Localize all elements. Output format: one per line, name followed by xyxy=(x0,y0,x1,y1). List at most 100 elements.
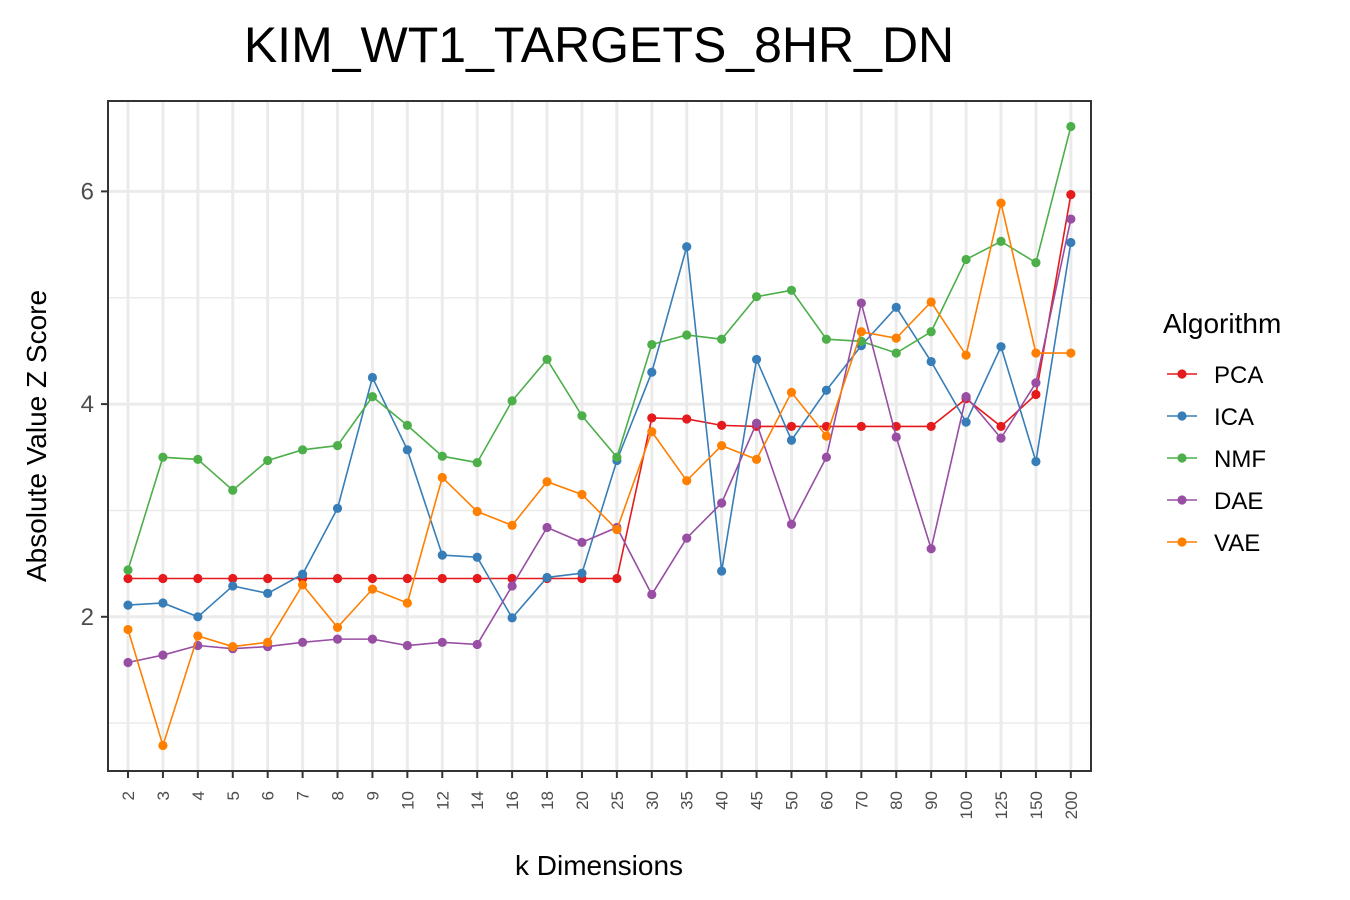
data-point-vae xyxy=(786,387,797,397)
plot-border xyxy=(107,100,1092,772)
data-point-pca xyxy=(717,420,727,430)
data-point-nmf xyxy=(472,457,482,468)
data-point-vae xyxy=(437,472,447,483)
data-point-ica xyxy=(228,581,238,591)
legend-item-ica: ICA xyxy=(1167,404,1254,431)
data-point-nmf xyxy=(437,451,447,461)
x-tick-label: 50 xyxy=(782,791,801,810)
x-tick-label: 10 xyxy=(398,791,417,810)
data-point-dae xyxy=(717,498,727,508)
x-tick-label: 14 xyxy=(468,791,487,810)
data-point-pca xyxy=(612,573,622,584)
data-point-vae xyxy=(472,506,482,517)
x-tick-label: 25 xyxy=(608,791,627,810)
data-point-dae xyxy=(961,392,971,402)
data-point-pca xyxy=(926,421,936,432)
data-point-pca xyxy=(263,573,273,584)
data-point-dae xyxy=(891,432,901,442)
data-point-vae xyxy=(1066,348,1076,358)
data-point-vae xyxy=(123,624,133,635)
data-point-nmf xyxy=(1031,258,1041,268)
data-point-pca xyxy=(332,573,343,584)
data-point-vae xyxy=(926,297,936,307)
data-point-ica xyxy=(193,612,203,622)
data-point-pca xyxy=(786,421,797,432)
data-point-dae xyxy=(298,637,308,647)
data-point-nmf xyxy=(507,396,517,406)
data-point-dae xyxy=(507,581,517,591)
data-point-ica xyxy=(786,435,797,445)
data-point-ica xyxy=(472,552,482,562)
data-point-ica xyxy=(647,367,657,377)
data-point-dae xyxy=(402,640,412,651)
data-point-nmf xyxy=(577,411,587,421)
data-point-ica xyxy=(367,372,378,383)
data-point-vae xyxy=(996,198,1006,208)
data-point-pca xyxy=(682,414,692,424)
x-tick-label: 8 xyxy=(329,791,348,800)
x-tick-label: 200 xyxy=(1062,791,1081,819)
data-point-dae xyxy=(856,298,866,308)
data-point-vae xyxy=(263,637,273,647)
data-point-nmf xyxy=(158,452,168,462)
data-point-ica xyxy=(751,354,762,365)
data-point-pca xyxy=(996,421,1006,432)
data-point-vae xyxy=(402,598,412,608)
legend-key-point xyxy=(1177,537,1187,547)
data-point-ica xyxy=(507,613,517,623)
legend-key-point xyxy=(1177,495,1187,505)
legend-item-dae: DAE xyxy=(1167,488,1263,515)
data-point-nmf xyxy=(786,285,797,295)
data-point-ica xyxy=(1031,456,1041,467)
series-line-dae xyxy=(127,218,1072,664)
data-point-nmf xyxy=(751,292,762,302)
series-nmf xyxy=(123,121,1076,575)
data-point-ica xyxy=(821,385,832,395)
data-point-ica xyxy=(542,572,552,583)
x-tick-label: 60 xyxy=(817,791,836,810)
x-tick-label: 5 xyxy=(224,791,243,800)
data-point-vae xyxy=(682,476,692,486)
data-point-ica xyxy=(263,588,273,598)
legend-key-point xyxy=(1177,369,1187,379)
x-tick-label: 100 xyxy=(957,791,976,819)
x-tick-label: 7 xyxy=(294,791,313,800)
data-point-dae xyxy=(367,634,378,644)
data-point-vae xyxy=(158,740,168,751)
data-point-ica xyxy=(1066,237,1076,248)
x-tick-label: 35 xyxy=(678,791,697,810)
data-point-vae xyxy=(751,454,762,464)
data-point-dae xyxy=(542,522,552,533)
data-point-vae xyxy=(1031,348,1041,358)
data-point-nmf xyxy=(193,454,203,464)
data-point-vae xyxy=(193,631,203,641)
data-point-pca xyxy=(367,573,378,584)
data-point-dae xyxy=(682,533,692,543)
legend-item-pca: PCA xyxy=(1167,362,1263,389)
data-point-dae xyxy=(786,519,797,529)
data-point-nmf xyxy=(961,254,971,265)
x-tick-label: 30 xyxy=(643,791,662,810)
data-point-pca xyxy=(158,573,168,584)
data-point-ica xyxy=(996,342,1006,352)
x-tick-label: 12 xyxy=(433,791,452,810)
data-point-dae xyxy=(332,634,343,644)
data-point-vae xyxy=(332,622,343,633)
series-dae xyxy=(123,214,1076,668)
data-point-dae xyxy=(647,589,657,600)
data-point-dae xyxy=(158,650,168,660)
data-point-nmf xyxy=(123,565,133,575)
data-point-vae xyxy=(647,427,657,437)
data-point-vae xyxy=(507,520,517,530)
x-tick-label: 4 xyxy=(189,791,208,800)
legend: Algorithm PCA ICA NMF DAE VAE xyxy=(1163,308,1281,557)
data-point-nmf xyxy=(402,420,412,430)
legend-item-vae: VAE xyxy=(1167,530,1260,557)
series-line-pca xyxy=(128,194,1072,580)
data-point-ica xyxy=(123,600,133,610)
data-point-pca xyxy=(856,421,866,432)
x-tick-label: 20 xyxy=(573,791,592,810)
series-line-ica xyxy=(127,242,1072,620)
data-point-vae xyxy=(298,580,308,590)
chart-title: KIM_WT1_TARGETS_8HR_DN xyxy=(244,17,954,73)
